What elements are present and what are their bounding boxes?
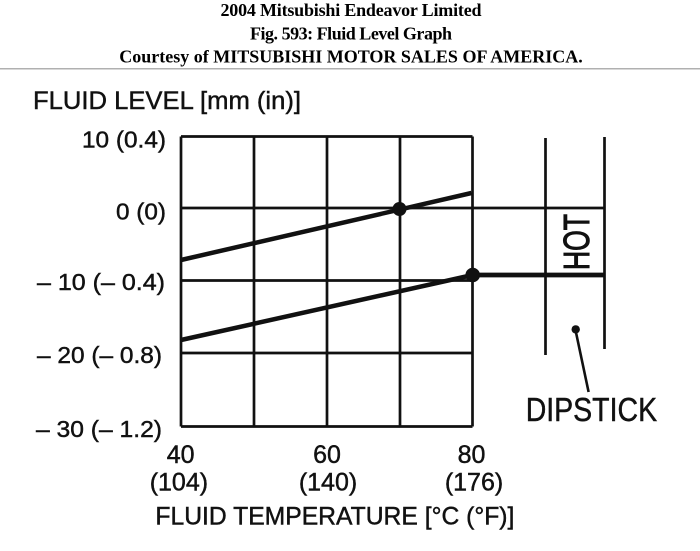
svg-text:Fig. 593: Fluid Level Graph: Fig. 593: Fluid Level Graph xyxy=(250,24,452,44)
svg-text:40: 40 xyxy=(167,441,195,469)
svg-text:– 20 (– 0.8): – 20 (– 0.8) xyxy=(37,342,162,368)
svg-text:– 30 (– 1.2): – 30 (– 1.2) xyxy=(36,416,162,442)
svg-text:10 (0.4): 10 (0.4) xyxy=(82,127,166,153)
svg-text:(140): (140) xyxy=(299,469,357,497)
svg-text:FLUID TEMPERATURE [°C (°F)]: FLUID TEMPERATURE [°C (°F)] xyxy=(155,503,514,531)
svg-text:HOT: HOT xyxy=(556,214,597,270)
svg-text:– 10 (– 0.4): – 10 (– 0.4) xyxy=(37,269,165,295)
svg-text:DIPSTICK: DIPSTICK xyxy=(526,391,657,428)
svg-text:Courtesy of MITSUBISHI MOTOR S: Courtesy of MITSUBISHI MOTOR SALES OF AM… xyxy=(119,47,583,67)
svg-text:60: 60 xyxy=(313,441,341,469)
svg-text:(104): (104) xyxy=(150,469,208,497)
svg-text:0 (0): 0 (0) xyxy=(116,199,166,225)
svg-text:(176): (176) xyxy=(445,469,503,497)
svg-text:80: 80 xyxy=(458,441,486,469)
svg-text:2004 Mitsubishi Endeavor Limit: 2004 Mitsubishi Endeavor Limited xyxy=(221,0,482,20)
svg-text:FLUID LEVEL [mm (in)]: FLUID LEVEL [mm (in)] xyxy=(33,87,301,115)
